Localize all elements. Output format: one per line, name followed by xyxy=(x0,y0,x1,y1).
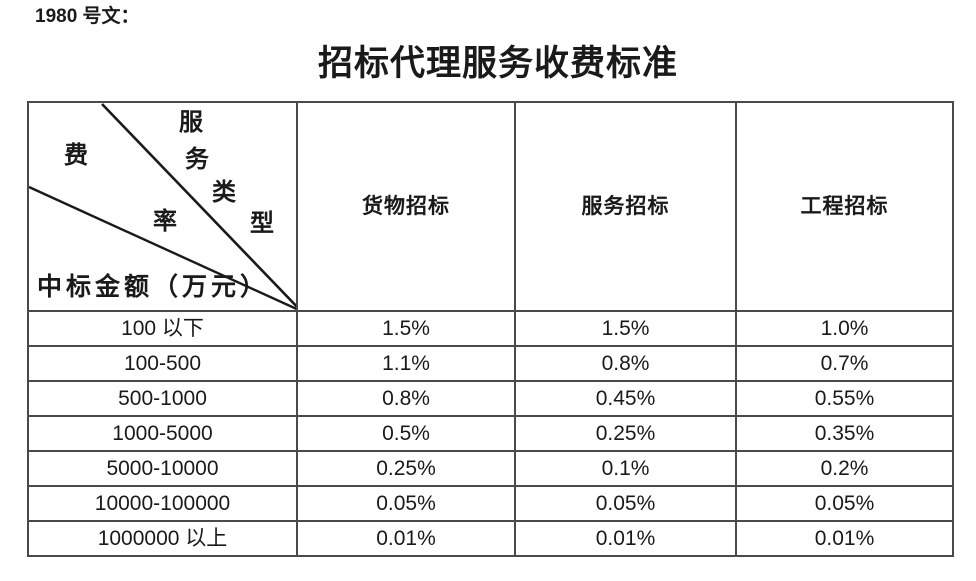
header-row: 服 务 类 型 费 率 中标金额（万元） 货物招标 服务招标 工程招标 xyxy=(27,101,954,312)
corner-rate-char: 率 xyxy=(153,209,177,235)
rate-cell: 0.25% xyxy=(514,415,737,452)
corner-header-cell: 服 务 类 型 费 率 中标金额（万元） xyxy=(27,101,298,312)
corner-service-type-char: 务 xyxy=(185,147,209,173)
corner-service-type-char: 型 xyxy=(250,211,274,237)
rate-cell: 0.1% xyxy=(514,450,737,487)
table-row: 500-1000 0.8% 0.45% 0.55% xyxy=(27,380,954,417)
table-row: 5000-10000 0.25% 0.1% 0.2% xyxy=(27,450,954,487)
doc-ref-label: 1980 号文： xyxy=(35,6,140,27)
row-label-cell: 1000-5000 xyxy=(27,415,298,452)
diagonal-divider-lines xyxy=(30,104,295,309)
column-header-services: 服务招标 xyxy=(514,101,737,312)
row-label-cell: 5000-10000 xyxy=(27,450,298,487)
rate-cell: 0.8% xyxy=(296,380,516,417)
corner-amount-label: 中标金额（万元） xyxy=(37,274,270,301)
corner-rate-char: 费 xyxy=(64,143,88,169)
column-header-goods: 货物招标 xyxy=(296,101,516,312)
rate-cell: 1.1% xyxy=(296,345,516,382)
rate-cell: 0.25% xyxy=(296,450,516,487)
rate-cell: 0.55% xyxy=(735,380,954,417)
row-label-cell: 500-1000 xyxy=(27,380,298,417)
rate-cell: 0.8% xyxy=(514,345,737,382)
rate-cell: 1.0% xyxy=(735,310,954,347)
rate-cell: 0.05% xyxy=(296,485,516,522)
rate-cell: 0.7% xyxy=(735,345,954,382)
fee-standard-table: 服 务 类 型 费 率 中标金额（万元） 货物招标 服务招标 工程招标 100 … xyxy=(27,101,954,557)
row-label-cell: 100 以下 xyxy=(27,310,298,347)
table-row: 100 以下 1.5% 1.5% 1.0% xyxy=(27,310,954,347)
rate-cell: 0.01% xyxy=(296,520,516,557)
table-row: 1000-5000 0.5% 0.25% 0.35% xyxy=(27,415,954,452)
rate-cell: 1.5% xyxy=(296,310,516,347)
rate-cell: 0.5% xyxy=(296,415,516,452)
rate-cell: 0.45% xyxy=(514,380,737,417)
column-header-works: 工程招标 xyxy=(735,101,954,312)
rate-cell: 0.05% xyxy=(514,485,737,522)
table-row: 10000-100000 0.05% 0.05% 0.05% xyxy=(27,485,954,522)
table-row: 100-500 1.1% 0.8% 0.7% xyxy=(27,345,954,382)
rate-cell: 0.01% xyxy=(514,520,737,557)
rate-cell: 0.05% xyxy=(735,485,954,522)
row-label-cell: 10000-100000 xyxy=(27,485,298,522)
corner-service-type-char: 服 xyxy=(179,110,203,136)
rate-cell: 0.01% xyxy=(735,520,954,557)
rate-cell: 0.35% xyxy=(735,415,954,452)
rate-cell: 0.2% xyxy=(735,450,954,487)
rate-cell: 1.5% xyxy=(514,310,737,347)
page-title: 招标代理服务收费标准 xyxy=(317,44,678,83)
row-label-cell: 100-500 xyxy=(27,345,298,382)
table-row: 1000000 以上 0.01% 0.01% 0.01% xyxy=(27,520,954,557)
row-label-cell: 1000000 以上 xyxy=(27,520,298,557)
corner-service-type-char: 类 xyxy=(212,180,236,206)
